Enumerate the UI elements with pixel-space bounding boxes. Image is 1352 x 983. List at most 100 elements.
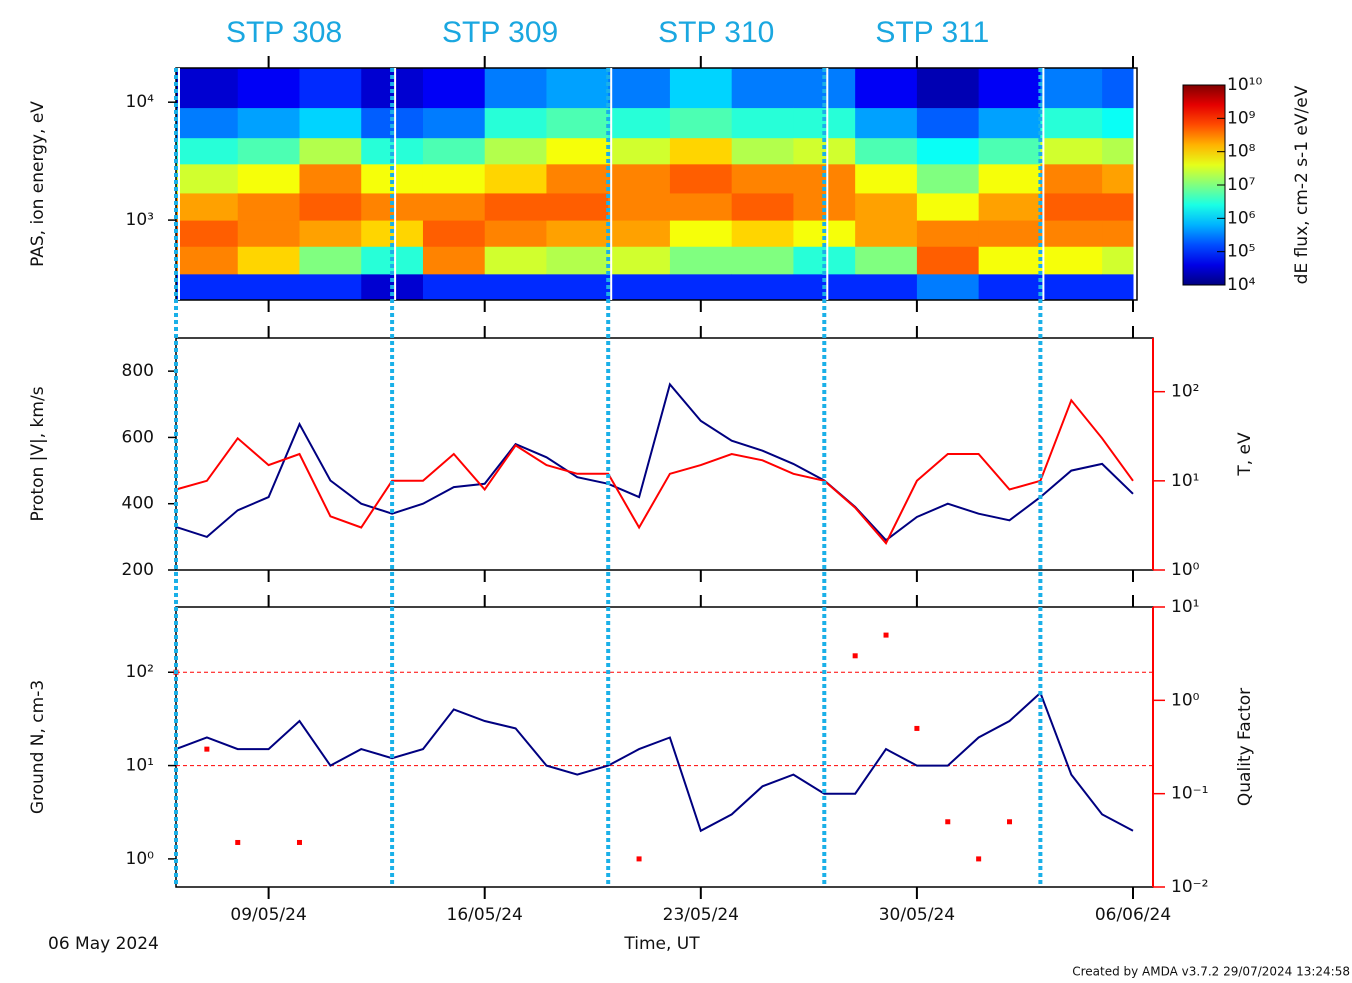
data-point: [883, 632, 889, 638]
spectrogram-cell: [1040, 163, 1103, 194]
spectrogram-cell: [731, 137, 794, 165]
spectrogram-cell: [978, 137, 1041, 165]
spectrogram-cell: [1102, 192, 1134, 221]
spectrogram-cell: [176, 220, 239, 247]
spectrogram-cell: [176, 192, 239, 221]
spectrogram-cell: [978, 273, 1041, 301]
y-tick-label: 10³: [126, 210, 154, 230]
spectrogram-cell: [237, 220, 300, 247]
spectrogram-cell: [608, 192, 671, 221]
segment-label: STP 311: [875, 16, 989, 49]
spectrogram-cell: [978, 220, 1041, 247]
spectrogram-cell: [855, 137, 918, 165]
spectrogram-cell: [1102, 107, 1134, 139]
spectrogram-cell: [237, 137, 300, 165]
data-point: [636, 856, 642, 862]
spectrogram-cell: [608, 107, 671, 139]
y-tick-label: 10⁰: [126, 849, 155, 869]
spectrogram-cell: [916, 107, 980, 139]
spectrogram-cell: [608, 68, 671, 109]
spectrogram-cell: [237, 246, 300, 275]
spectrogram-cell: [546, 107, 609, 139]
spectrogram-cell: [422, 220, 486, 247]
spectrogram-cell: [422, 163, 486, 194]
y2-tick-label: 10²: [1171, 382, 1199, 402]
y2-axis-label: T, eV: [1235, 432, 1255, 477]
y2-tick-label: 10⁰: [1171, 690, 1200, 710]
spectrogram-cell: [1040, 220, 1103, 247]
spectrogram-cell: [978, 107, 1041, 139]
colorbar-tick-label: 10⁸: [1227, 142, 1256, 162]
spectrogram-cell: [978, 192, 1041, 221]
spectrogram-cell: [916, 137, 980, 165]
segment-label: STP 310: [658, 16, 774, 49]
spectrogram-cell: [978, 163, 1041, 194]
spectrogram-cell: [731, 220, 794, 247]
x-tick-label: 16/05/24: [447, 905, 523, 925]
spectrogram-cell: [731, 68, 794, 109]
spectrogram-cell: [299, 192, 362, 221]
spectrogram-cell: [546, 192, 609, 221]
spectrogram-cell: [484, 137, 547, 165]
spectrogram-cell: [916, 192, 980, 221]
spectrogram-cell: [484, 220, 547, 247]
spectrogram-cell: [855, 220, 918, 247]
spectrogram-cell: [1102, 246, 1134, 275]
spectrogram-cell: [855, 107, 918, 139]
spectrogram-cell: [608, 220, 671, 247]
spectrogram-cell: [916, 68, 980, 109]
spectrogram-cell: [669, 137, 733, 165]
spectrogram-cell: [1102, 163, 1134, 194]
data-point: [914, 725, 920, 731]
x-tick-label: 30/05/24: [879, 905, 955, 925]
spectrogram-cell: [237, 273, 300, 301]
spectrogram-cell: [176, 107, 239, 139]
spectrogram-cell: [855, 68, 918, 109]
spectrogram-cell: [299, 107, 362, 139]
y2-tick-label: 10¹: [1171, 597, 1199, 617]
spectrogram-cell: [1040, 192, 1103, 221]
y-tick-label: 600: [122, 427, 154, 447]
y-axis-label: PAS, ion energy, eV: [28, 101, 48, 267]
y-tick-label: 10⁴: [126, 92, 155, 112]
spectrogram-cell: [1102, 220, 1134, 247]
x-tick-label: 23/05/24: [663, 905, 739, 925]
spectrogram-cell: [299, 68, 362, 109]
spectrogram-cell: [608, 246, 671, 275]
spectrogram-cell: [484, 107, 547, 139]
colorbar-tick-label: 10⁶: [1227, 208, 1256, 228]
credit: Created by AMDA v3.7.2 29/07/2024 13:24:…: [1072, 965, 1350, 979]
spectrogram-cell: [1102, 68, 1134, 109]
spectrogram-cell: [422, 68, 486, 109]
colorbar-tick-label: 10⁷: [1227, 175, 1256, 195]
data-point: [204, 746, 210, 752]
spectrogram-cell: [484, 192, 547, 221]
spectrogram-cell: [484, 68, 547, 109]
spectrogram-cell: [1040, 68, 1103, 109]
spectrogram-cell: [422, 137, 486, 165]
spectrogram-cell: [484, 246, 547, 275]
spectrogram-cell: [1040, 107, 1103, 139]
y-tick-label: 200: [122, 560, 154, 580]
spectrogram-cell: [855, 192, 918, 221]
spectrogram-cell: [1040, 137, 1103, 165]
panel-frame: [175, 606, 1154, 888]
spectrogram-cell: [731, 163, 794, 194]
spectrogram-cell: [1102, 273, 1134, 301]
spectrogram-cell: [978, 246, 1041, 275]
data-point: [852, 653, 858, 659]
x-axis-label: Time, UT: [623, 934, 700, 954]
spectrogram-cell: [978, 68, 1041, 109]
y2-tick-label: 10¹: [1171, 471, 1199, 491]
spectrogram-cell: [669, 68, 733, 109]
spectrogram-cell: [422, 246, 486, 275]
spectrogram-cell: [299, 137, 362, 165]
spectrogram-cell: [176, 137, 239, 165]
spectrogram-cell: [176, 273, 239, 301]
data-point: [296, 839, 302, 845]
y-axis-label: Ground N, cm-3: [28, 680, 48, 814]
y2-tick-label: 10⁰: [1171, 560, 1200, 580]
spectrogram-cell: [731, 192, 794, 221]
spectrogram-cell: [916, 246, 980, 275]
